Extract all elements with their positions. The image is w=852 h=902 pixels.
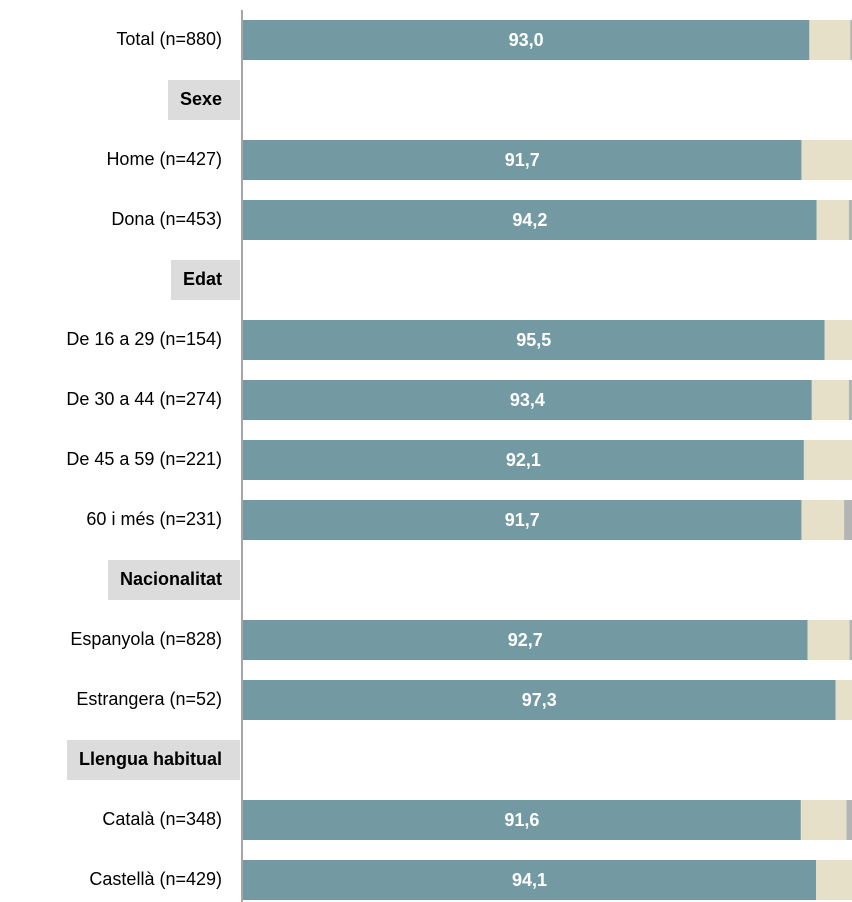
- bar-segment: [243, 380, 812, 420]
- bar-segment: [243, 440, 804, 480]
- category-label: Espanyola (n=828): [70, 629, 222, 649]
- group-header: Edat: [183, 269, 222, 289]
- bar-segment: [243, 680, 836, 720]
- bar-segment: [800, 800, 847, 840]
- category-label: Català (n=348): [102, 809, 222, 829]
- bar-segment: [844, 500, 852, 540]
- bar-segment: [846, 800, 852, 840]
- category-label: De 45 a 59 (n=221): [66, 449, 222, 469]
- value-label: 91,6: [504, 810, 539, 830]
- bar-segment: [243, 20, 810, 60]
- value-label: 94,2: [512, 210, 547, 230]
- bar-segment: [807, 620, 850, 660]
- value-label: 93,0: [509, 30, 544, 50]
- bar-segment: [801, 500, 845, 540]
- category-label: Dona (n=453): [111, 209, 222, 229]
- bar-segment: [850, 20, 852, 60]
- bar-segment: [243, 140, 802, 180]
- value-label: 97,3: [522, 690, 557, 710]
- bar-segment: [243, 620, 808, 660]
- group-header: Sexe: [180, 89, 222, 109]
- bar-segment: [816, 860, 852, 900]
- bar-segment: [848, 200, 852, 240]
- category-label: Home (n=427): [106, 149, 222, 169]
- bar-segment: [835, 680, 852, 720]
- bar-segment: [801, 140, 852, 180]
- value-label: 91,7: [505, 510, 540, 530]
- value-label: 93,4: [510, 390, 545, 410]
- value-label: 95,5: [516, 330, 551, 350]
- value-label: 92,1: [506, 450, 541, 470]
- bar-segment: [243, 320, 825, 360]
- bar-segment: [243, 200, 817, 240]
- group-header: Nacionalitat: [120, 569, 222, 589]
- value-label: 91,7: [505, 150, 540, 170]
- bar-segment: [243, 500, 802, 540]
- bar-segment: [811, 380, 849, 420]
- bar-segment: [243, 860, 817, 900]
- bar-segment: [824, 320, 852, 360]
- category-label: De 30 a 44 (n=274): [66, 389, 222, 409]
- category-label: Castellà (n=429): [89, 869, 222, 889]
- group-header-bg: [66, 740, 240, 780]
- value-label: 94,1: [512, 870, 547, 890]
- category-label: 60 i més (n=231): [86, 509, 222, 529]
- group-header-bg: [167, 80, 240, 120]
- group-header-bg: [170, 260, 240, 300]
- category-label: Total (n=880): [116, 29, 222, 49]
- bar-segment: [816, 200, 849, 240]
- bar-segment: [809, 20, 851, 60]
- bar-segment: [803, 440, 852, 480]
- category-label: Estrangera (n=52): [76, 689, 222, 709]
- value-label: 92,7: [508, 630, 543, 650]
- group-header-bg: [107, 560, 240, 600]
- bar-segment: [243, 800, 801, 840]
- group-header: Llengua habitual: [79, 749, 222, 769]
- bar-segment: [849, 620, 852, 660]
- bar-segment: [848, 380, 852, 420]
- category-label: De 16 a 29 (n=154): [66, 329, 222, 349]
